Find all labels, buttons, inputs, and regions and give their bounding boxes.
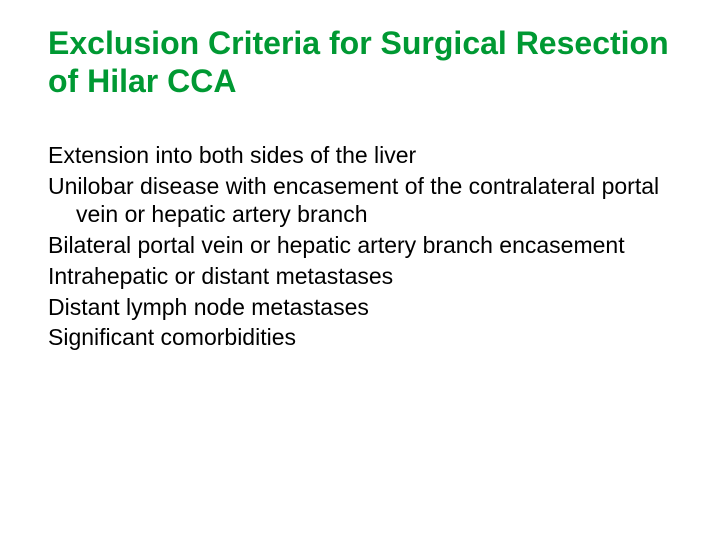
list-item: Unilobar disease with encasement of the … — [48, 172, 672, 230]
slide-title: Exclusion Criteria for Surgical Resectio… — [48, 24, 672, 101]
list-item: Bilateral portal vein or hepatic artery … — [48, 231, 672, 260]
bullet-list: Extension into both sides of the liver U… — [48, 141, 672, 352]
list-item: Extension into both sides of the liver — [48, 141, 672, 170]
list-item: Significant comorbidities — [48, 323, 672, 352]
list-item: Intrahepatic or distant metastases — [48, 262, 672, 291]
list-item: Distant lymph node metastases — [48, 293, 672, 322]
